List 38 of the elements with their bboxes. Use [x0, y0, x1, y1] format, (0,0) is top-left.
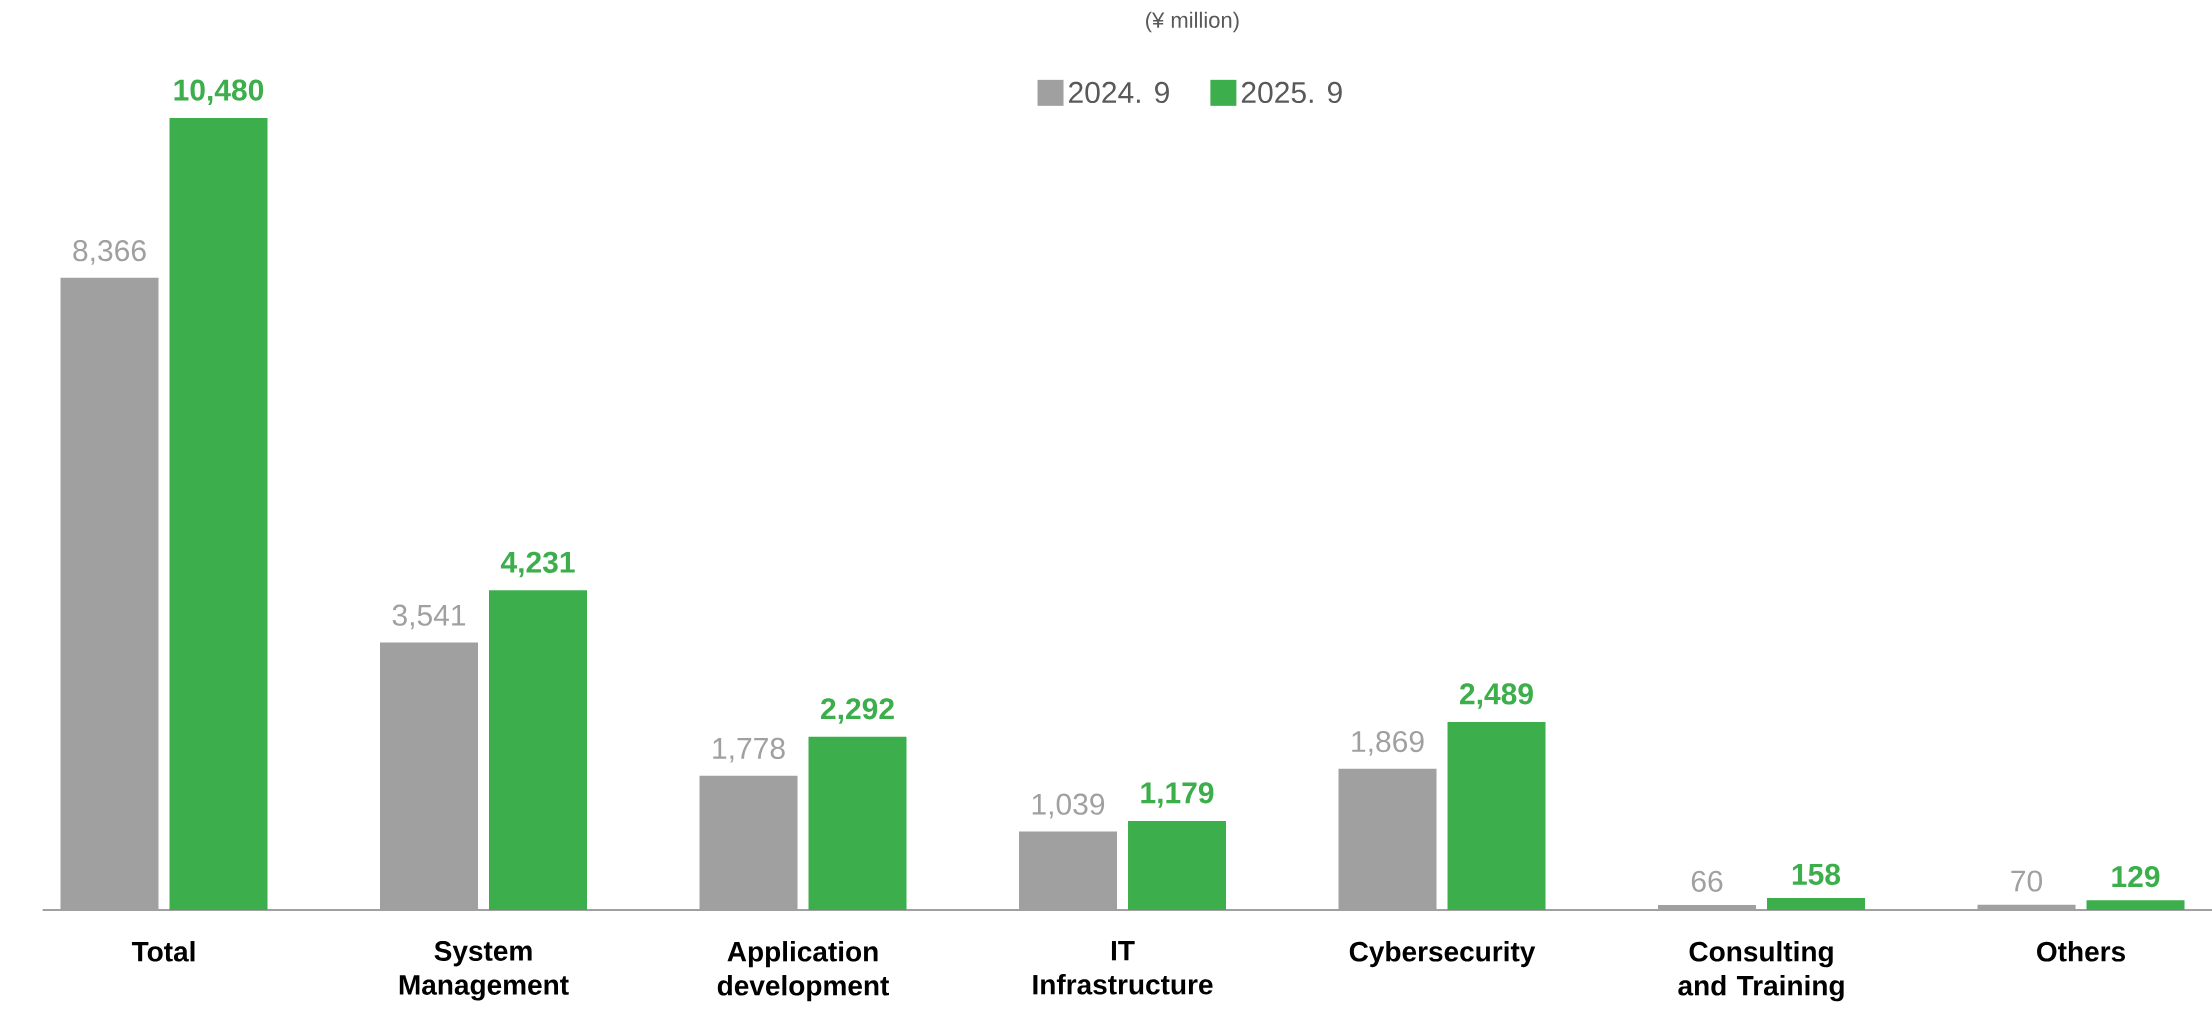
x-tick-label: Cybersecurity	[1349, 941, 1536, 968]
bar	[1658, 905, 1757, 910]
bar	[1767, 898, 1866, 910]
bar	[1977, 904, 2076, 910]
bar	[1338, 768, 1437, 910]
data-label: 70	[2011, 870, 2043, 892]
data-label: 158	[1792, 863, 1841, 885]
x-tick-label: IT Infrastructure	[1033, 941, 1213, 995]
bar	[1128, 820, 1227, 910]
legend-label: 2025. 9	[1241, 81, 1342, 104]
bar	[60, 277, 159, 910]
bar	[380, 642, 479, 910]
data-label: 8,366	[73, 239, 146, 265]
text: (¥ million)	[1146, 11, 1239, 33]
data-label: 129	[2112, 865, 2160, 888]
data-label: 4,231	[500, 551, 575, 578]
bar	[1019, 831, 1118, 910]
bar	[2086, 900, 2185, 910]
data-label: 10,480	[174, 79, 264, 106]
bar	[489, 590, 588, 910]
x-tick-label: Consulting and Training	[1678, 941, 1844, 1002]
data-label: 1,778	[713, 737, 785, 763]
data-label: 1,039	[1032, 793, 1105, 819]
data-label: 2,489	[1460, 683, 1533, 709]
bar	[169, 118, 268, 910]
bar	[699, 775, 798, 910]
legend-label: 2024. 9	[1069, 81, 1169, 104]
data-label: 1,869	[1352, 730, 1424, 756]
bar	[808, 736, 907, 910]
x-tick-label: Application development	[717, 941, 890, 1002]
x-tick-label: Total	[131, 941, 195, 962]
x-tick-label: System Management	[399, 941, 569, 1001]
bar	[1447, 721, 1546, 910]
data-label: 1,179	[1141, 782, 1214, 808]
x-tick-label: Others	[2037, 941, 2125, 962]
data-label: 66	[1691, 870, 1723, 892]
data-label: 3,541	[392, 604, 466, 630]
data-label: 2,292	[821, 698, 894, 724]
